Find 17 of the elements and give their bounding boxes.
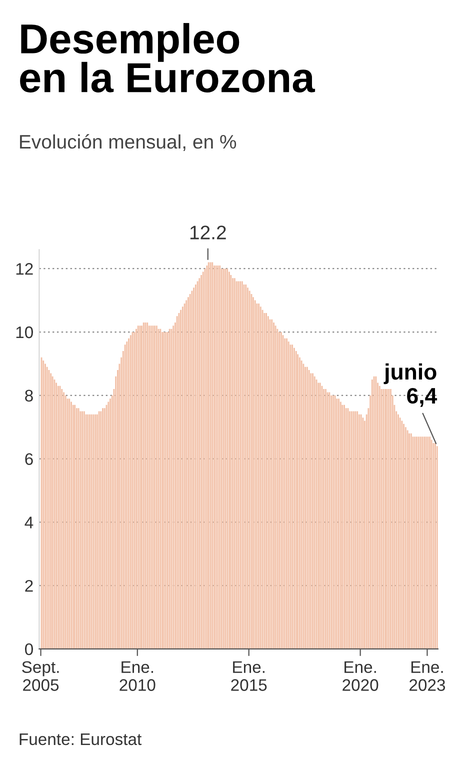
x-tick-label: Sept. 2005 xyxy=(22,661,59,691)
y-tick-label: 10 xyxy=(16,326,33,338)
x-tick-label: Ene. 2020 xyxy=(342,661,378,691)
y-tick-label: 6 xyxy=(25,453,33,465)
chart-subtitle: Evolución mensual, en % xyxy=(20,134,236,151)
x-tick-label: Ene. 2015 xyxy=(231,661,267,691)
y-tick-label: 2 xyxy=(25,580,33,592)
chart-title: Desempleo en la Eurozona xyxy=(20,23,316,92)
annotation: junio 6,4 xyxy=(384,363,438,407)
y-tick-label: 4 xyxy=(24,516,34,528)
x-tick-label: Ene. 2010 xyxy=(120,661,156,691)
x-tick-label: Ene. 2023 xyxy=(410,661,446,691)
source-note: Fuente: Eurostat xyxy=(20,733,142,746)
y-tick-label: 8 xyxy=(25,390,33,402)
y-tick-label: 12 xyxy=(16,263,33,275)
y-tick-label: 0 xyxy=(25,643,33,656)
annotation: 12.2 xyxy=(190,226,226,240)
